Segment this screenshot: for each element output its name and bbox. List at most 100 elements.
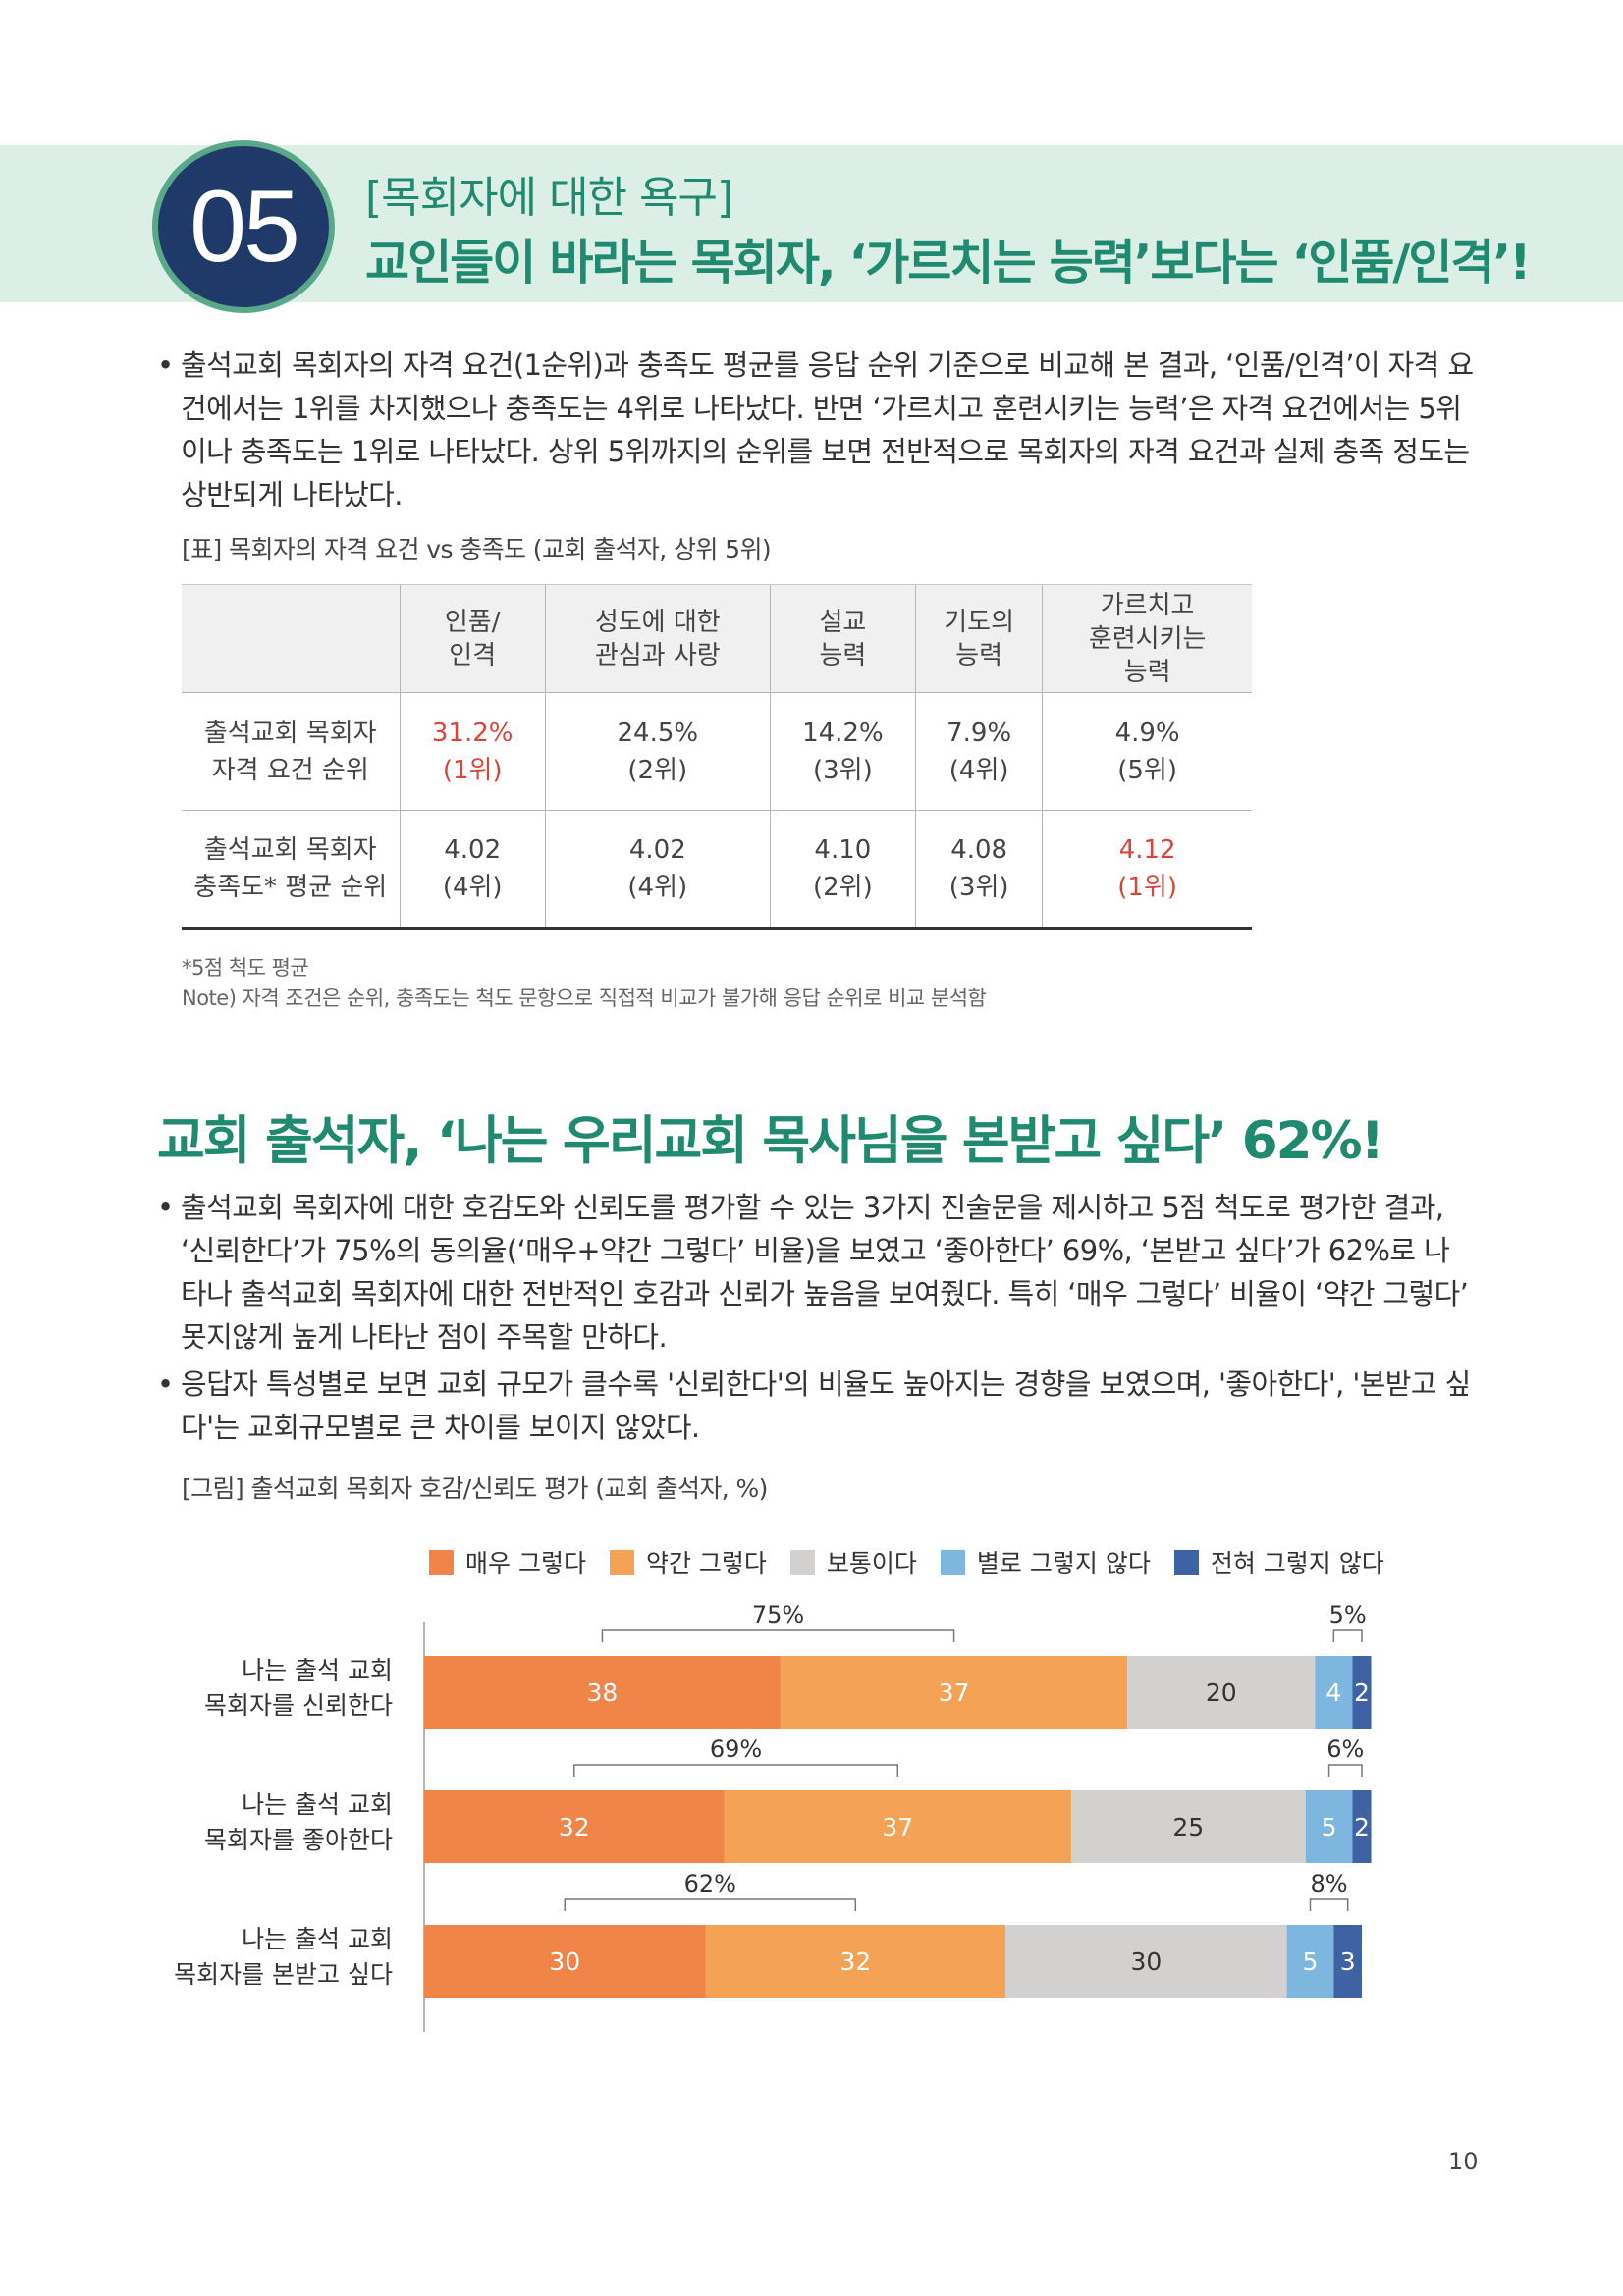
table-note-method: Note) 자격 조건은 순위, 충족도는 척도 문항으로 직접적 비교가 불가… bbox=[182, 987, 987, 1010]
row-label: 출석교회 목회자 충족도* 평균 순위 bbox=[182, 810, 400, 930]
table-row: 출석교회 목회자 충족도* 평균 순위 4.02 (4위) 4.02 (4위) 4.1… bbox=[182, 810, 1252, 930]
agree-bracket bbox=[573, 1764, 899, 1777]
table-header-cell: 기도의 능력 bbox=[915, 584, 1043, 693]
table-header-row: 인품/인격 성도에 대한 관심과 사랑 설교 능력 기도의 능력 가르치고 훈련시키는 능… bbox=[182, 584, 1252, 693]
bar-value-label: 32 bbox=[559, 1813, 590, 1842]
legend-item: 보통이다 bbox=[789, 1544, 917, 1579]
table-cell: 24.5% (2위) bbox=[544, 692, 771, 811]
section-number: 05 bbox=[189, 169, 300, 284]
bar-value-label: 3 bbox=[1340, 1948, 1356, 1976]
legend-swatch bbox=[940, 1549, 965, 1575]
bar-segment bbox=[424, 1925, 706, 1998]
disagree-total-label: 5% bbox=[1329, 1601, 1367, 1629]
bar-value-label: 5 bbox=[1303, 1948, 1319, 1976]
bar-segment bbox=[1352, 1790, 1372, 1863]
legend-swatch bbox=[1173, 1549, 1199, 1575]
disagree-total-label: 8% bbox=[1311, 1870, 1348, 1897]
chart-row-label: 나는 출석 교회 목회자를 신뢰한다 bbox=[204, 1656, 393, 1720]
table-cell: 4.02 (4위) bbox=[399, 810, 546, 930]
bar-value-label: 20 bbox=[1206, 1679, 1237, 1707]
agree-bracket bbox=[601, 1629, 955, 1642]
bar-value-label: 2 bbox=[1354, 1679, 1370, 1707]
legend-swatch bbox=[429, 1549, 454, 1575]
table-cell: 4.9% (5위) bbox=[1042, 692, 1252, 811]
chart-legend: 매우 그렇다 약간 그렇다 보통이다 별로 그렇지 않다 전혀 그렇지 않다 bbox=[429, 1544, 1408, 1579]
table-header-cell: 설교 능력 bbox=[769, 584, 916, 693]
disagree-bracket bbox=[1309, 1898, 1349, 1911]
table-cell: 14.2% (3위) bbox=[769, 692, 916, 811]
section-number-badge: 05 bbox=[152, 140, 335, 313]
bullet-paragraph: • 응답자 특성별로 보면 교회 규모가 클수록 '신뢰한다'의 비율도 높아지… bbox=[157, 1362, 1475, 1449]
table-header-cell: 인품/인격 bbox=[399, 584, 546, 693]
bullet-glyph: • bbox=[157, 1367, 174, 1401]
bar-value-label: 2 bbox=[1354, 1813, 1370, 1842]
bullet-text: 출석교회 목회자에 대한 호감도와 신뢰도를 평가할 수 있는 3가지 진술문을… bbox=[181, 1191, 1469, 1354]
legend-label: 별로 그렇지 않다 bbox=[976, 1549, 1151, 1577]
bullet-glyph: • bbox=[157, 348, 174, 382]
section-title: 교인들이 바라는 목회자, ‘가르치는 능력’보다는 ‘인품/인격’! bbox=[365, 235, 1531, 291]
table-row: 출석교회 목회자 자격 요건 순위 31.2% (1위) 24.5% (2위) 14.… bbox=[182, 692, 1252, 811]
bar-value-label: 32 bbox=[839, 1948, 871, 1976]
chart-row-label: 나는 출석 교회 목회자를 좋아한다 bbox=[204, 1790, 393, 1854]
comparison-table: 인품/인격 성도에 대한 관심과 사랑 설교 능력 기도의 능력 가르치고 훈련시키는 능… bbox=[182, 584, 1252, 930]
disagree-bracket bbox=[1327, 1764, 1363, 1777]
bullet-paragraph: • 출석교회 목회자에 대한 호감도와 신뢰도를 평가할 수 있는 3가지 진술… bbox=[157, 1186, 1475, 1359]
disagree-bracket bbox=[1332, 1629, 1363, 1642]
legend-label: 약간 그렇다 bbox=[645, 1549, 767, 1577]
bar-segment bbox=[1315, 1656, 1353, 1729]
bar-segment bbox=[1333, 1925, 1362, 1998]
table-note-scale: *5점 척도 평균 bbox=[182, 956, 309, 980]
table-corner bbox=[182, 584, 400, 693]
legend-label: 보통이다 bbox=[826, 1549, 917, 1577]
legend-label: 매우 그렇다 bbox=[465, 1549, 586, 1577]
disagree-total-label: 6% bbox=[1326, 1735, 1364, 1763]
table-cell: 4.08 (3위) bbox=[915, 810, 1043, 930]
bar-value-label: 30 bbox=[549, 1948, 580, 1976]
agree-total-label: 62% bbox=[684, 1870, 736, 1897]
legend-label: 전혀 그렇지 않다 bbox=[1210, 1549, 1384, 1577]
bar-segment bbox=[1286, 1925, 1334, 1998]
bar-value-label: 25 bbox=[1172, 1813, 1204, 1842]
bar-segment bbox=[424, 1790, 725, 1863]
table-cell: 4.02 (4위) bbox=[544, 810, 771, 930]
bar-segment bbox=[1127, 1656, 1316, 1729]
agree-bracket bbox=[564, 1898, 857, 1911]
bar-segment bbox=[1305, 1790, 1353, 1863]
bar-segment bbox=[1005, 1925, 1287, 1998]
table-cell: 4.10 (2위) bbox=[769, 810, 916, 930]
bar-segment bbox=[780, 1656, 1128, 1729]
bullet-glyph: • bbox=[157, 1191, 174, 1224]
legend-item: 전혀 그렇지 않다 bbox=[1173, 1544, 1384, 1579]
agree-total-label: 69% bbox=[710, 1735, 762, 1763]
legend-item: 약간 그렇다 bbox=[609, 1544, 767, 1579]
table-caption: [표] 목회자의 자격 요건 vs 충족도 (교회 출석자, 상위 5위) bbox=[182, 535, 772, 563]
table-cell: 7.9% (4위) bbox=[915, 692, 1043, 811]
bar-value-label: 4 bbox=[1325, 1679, 1341, 1707]
bar-segment bbox=[1352, 1656, 1372, 1729]
section-subtitle: [목회자에 대한 욕구] bbox=[365, 173, 733, 223]
figure-caption: [그림] 출석교회 목회자 호감/신뢰도 평가 (교회 출석자, %) bbox=[182, 1474, 768, 1503]
intro-text: 출석교회 목회자의 자격 요건(1순위)과 충족도 평균를 응답 순위 기준으로… bbox=[181, 348, 1474, 511]
table-cell-highlight: 4.12 (1위) bbox=[1042, 810, 1252, 930]
bar-value-label: 37 bbox=[939, 1679, 970, 1707]
table-header-cell: 가르치고 훈련시키는 능력 bbox=[1042, 584, 1252, 693]
table-header-cell: 성도에 대한 관심과 사랑 bbox=[544, 584, 771, 693]
bar-segment bbox=[705, 1925, 1006, 1998]
legend-swatch bbox=[789, 1549, 815, 1575]
chart-row-label: 나는 출석 교회 목회자를 본받고 싶다 bbox=[174, 1925, 393, 1989]
table-cell-highlight: 31.2% (1위) bbox=[399, 692, 546, 811]
intro-paragraph: • 출석교회 목회자의 자격 요건(1순위)과 충족도 평균를 응답 순위 기준… bbox=[157, 344, 1475, 516]
bar-value-label: 5 bbox=[1322, 1813, 1337, 1842]
row-label: 출석교회 목회자 자격 요건 순위 bbox=[182, 692, 400, 811]
legend-swatch bbox=[609, 1549, 634, 1575]
bar-segment bbox=[424, 1656, 781, 1729]
bar-segment bbox=[724, 1790, 1071, 1863]
bar-value-label: 38 bbox=[587, 1679, 619, 1707]
agree-total-label: 75% bbox=[752, 1601, 804, 1629]
section2-title: 교회 출석자, ‘나는 우리교회 목사님을 본받고 싶다’ 62%! bbox=[157, 1111, 1384, 1171]
bar-value-label: 37 bbox=[882, 1813, 913, 1842]
legend-item: 매우 그렇다 bbox=[429, 1544, 586, 1579]
page-number: 10 bbox=[1448, 2148, 1479, 2175]
bar-value-label: 30 bbox=[1130, 1948, 1162, 1976]
